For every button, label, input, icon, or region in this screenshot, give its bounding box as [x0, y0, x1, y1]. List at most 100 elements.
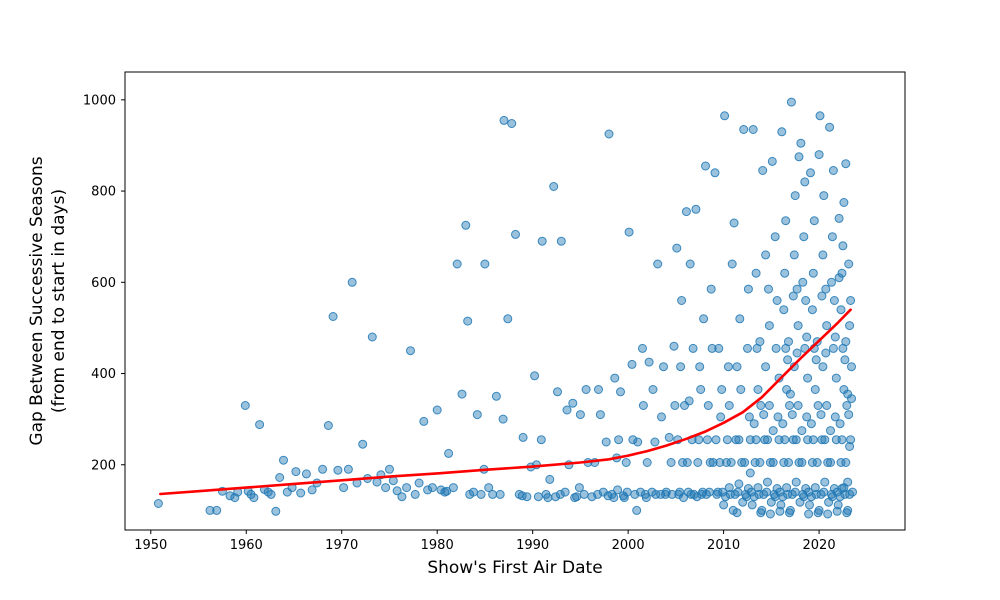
scatter-point: [562, 405, 572, 415]
scatter-point: [772, 484, 782, 493]
scatter-point: [806, 492, 816, 502]
scatter-point: [616, 387, 625, 397]
scatter-point: [640, 489, 650, 499]
scatter-point: [381, 483, 391, 493]
scatter-point: [664, 432, 674, 442]
scatter-point: [553, 387, 562, 397]
scatter-point: [694, 435, 704, 445]
scatter-point: [845, 489, 855, 499]
scatter-point: [432, 405, 442, 415]
scatter-point: [768, 458, 778, 467]
scatter-point: [771, 343, 781, 353]
scatter-point: [717, 385, 727, 394]
scatter-point: [670, 401, 680, 410]
scatter-point: [751, 268, 761, 278]
scatter-point: [682, 458, 692, 467]
scatter-point: [701, 161, 710, 171]
scatter-point: [747, 500, 757, 510]
scatter-point: [753, 483, 763, 493]
scatter-point: [347, 277, 357, 287]
scatter-point: [702, 435, 712, 445]
scatter-point: [776, 500, 786, 510]
scatter-point: [755, 337, 765, 347]
scatter-point: [461, 220, 471, 230]
scatter-point: [638, 401, 648, 410]
scatter-point: [844, 259, 854, 269]
scatter-point: [727, 259, 737, 269]
scatter-point: [798, 277, 808, 287]
scatter-point: [503, 314, 513, 324]
scatter-point: [715, 458, 725, 467]
scatter-point: [410, 489, 420, 499]
scatter-point: [720, 111, 730, 121]
scatter-point: [750, 458, 760, 467]
scatter-point: [808, 268, 818, 278]
scatter-point: [779, 458, 789, 467]
scatter-point: [632, 505, 642, 515]
scatter-point: [333, 465, 343, 475]
scatter-point: [780, 435, 790, 445]
scatter-point: [657, 412, 666, 422]
scatter-point: [787, 410, 797, 420]
scatter-point: [813, 401, 823, 410]
scatter-point: [266, 489, 276, 499]
scatter-point: [701, 489, 711, 499]
scatter-point: [813, 508, 823, 518]
scatter-point: [817, 435, 827, 445]
scatter-point: [812, 458, 822, 467]
scatter-point: [847, 362, 856, 372]
scatter-point: [841, 458, 851, 467]
scatter-point: [847, 394, 856, 404]
scatter-point: [681, 207, 691, 217]
scatter-point: [739, 125, 749, 134]
scatter-point: [388, 476, 398, 486]
scatter-point: [827, 277, 836, 287]
scatter-point: [732, 362, 742, 372]
scatter-point: [837, 484, 847, 493]
scatter-point: [819, 191, 829, 201]
scatter-point: [517, 491, 527, 501]
scatter-point: [774, 373, 784, 383]
scatter-point: [841, 159, 851, 169]
scatter-point: [621, 458, 631, 467]
scatter-point: [828, 343, 838, 353]
scatter-point: [722, 458, 731, 467]
scatter-point: [339, 483, 349, 493]
scatter-point: [708, 458, 718, 467]
scatter-point: [533, 492, 543, 502]
scatter-point: [499, 115, 509, 125]
scatter-point: [716, 412, 726, 422]
scatter-point: [781, 216, 791, 226]
scatter-point: [723, 362, 733, 372]
scatter-point: [651, 489, 661, 499]
scatter-point: [790, 191, 800, 201]
scatter-point: [423, 485, 433, 495]
scatter-point: [808, 435, 818, 445]
scatter-point: [821, 348, 831, 358]
scatter-point: [628, 435, 638, 445]
scatter-point: [518, 432, 528, 442]
scatter-point: [604, 129, 614, 139]
scatter-point: [714, 343, 724, 353]
y-tick-label: 800: [91, 185, 116, 200]
scatter-point: [731, 435, 741, 445]
scatter-point: [666, 458, 676, 467]
scatter-point: [751, 435, 761, 445]
scatter-point: [816, 410, 826, 420]
scatter-point: [323, 421, 333, 430]
scatter-point: [766, 497, 776, 507]
scatter-point: [570, 493, 580, 503]
scatter-point: [761, 362, 771, 372]
scatter-point: [797, 426, 807, 436]
scatter-point: [463, 316, 473, 326]
scatter-point: [795, 497, 805, 507]
scatter-point: [765, 458, 775, 467]
scatter-point: [805, 500, 814, 510]
scatter-point: [782, 483, 792, 493]
scatter-point: [820, 477, 830, 487]
x-tick-label: 1980: [421, 538, 454, 553]
scatter-point: [743, 284, 753, 294]
scatter-point: [828, 166, 838, 175]
scatter-point: [556, 236, 566, 246]
